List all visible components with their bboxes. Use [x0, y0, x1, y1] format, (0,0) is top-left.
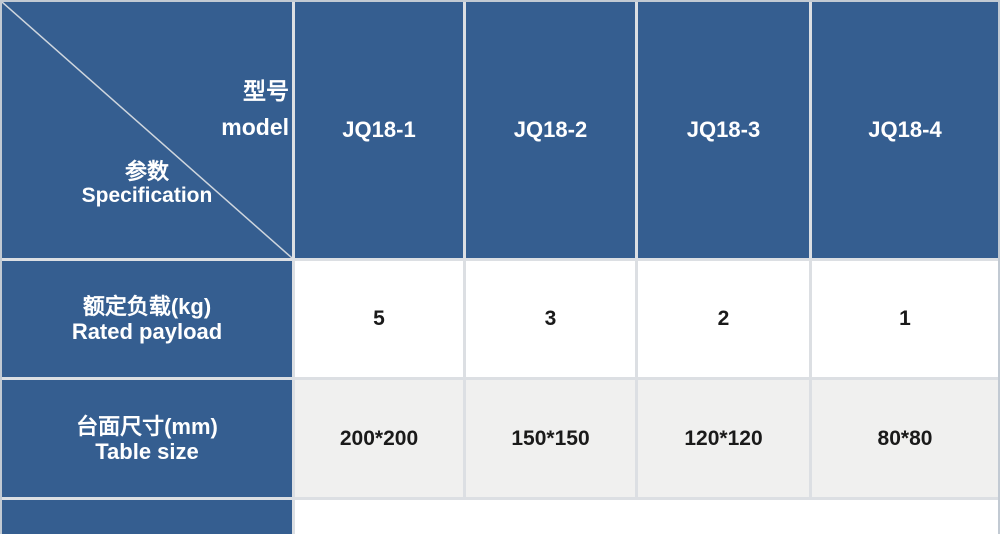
row-label-rated-payload-en: Rated payload — [71, 319, 223, 344]
rated-payload-value-jq18-4: 1 — [812, 261, 998, 377]
model-header-jq18-1: JQ18-1 — [295, 2, 463, 258]
corner-spec-label-en: Specification — [81, 184, 213, 207]
model-header-jq18-3: JQ18-3 — [638, 2, 809, 258]
row-label-rated-payload: 额定负载(kg) Rated payload — [2, 261, 292, 377]
corner-model-label-cn: 型号 — [243, 78, 289, 104]
diagonal-divider-line — [2, 2, 292, 258]
table-size-value-jq18-4: 80*80 — [812, 380, 998, 497]
row-label-partial — [2, 500, 292, 534]
table-size-value-jq18-3: 120*120 — [638, 380, 809, 497]
model-header-jq18-2: JQ18-2 — [466, 2, 635, 258]
table-size-value-jq18-2: 150*150 — [466, 380, 635, 497]
corner-spec-label: 参数 Specification — [2, 160, 292, 208]
row-label-table-size: 台面尺寸(mm) Table size — [2, 380, 292, 497]
row-label-table-size-en: Table size — [95, 438, 199, 464]
row-partial-blank-area — [295, 500, 998, 534]
model-header-jq18-4: JQ18-4 — [812, 2, 998, 258]
rated-payload-value-jq18-3: 2 — [638, 261, 809, 377]
rated-payload-value-jq18-1: 5 — [295, 261, 463, 377]
table-size-value-jq18-1: 200*200 — [295, 380, 463, 497]
corner-header-cell: 型号 model 参数 Specification — [2, 2, 292, 258]
row-label-table-size-cn: 台面尺寸(mm) — [76, 413, 218, 439]
row-label-rated-payload-cn: 额定负载(kg) — [82, 294, 212, 319]
corner-model-label-en: model — [221, 114, 289, 140]
rated-payload-value-jq18-2: 3 — [466, 261, 635, 377]
corner-spec-label-cn: 参数 — [124, 159, 169, 184]
